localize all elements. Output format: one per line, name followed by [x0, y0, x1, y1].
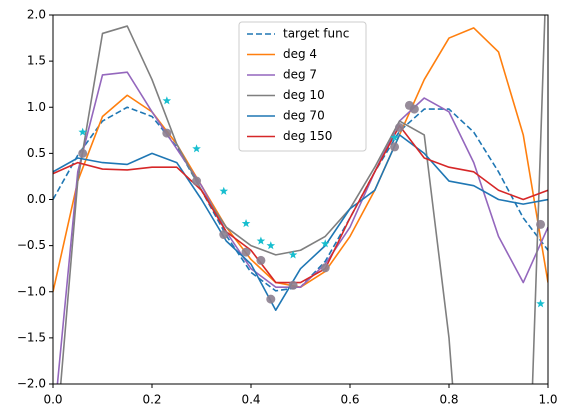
scatter-star: [266, 241, 276, 250]
y-tick-label: 1.5: [27, 54, 46, 68]
scatter-point: [266, 294, 276, 304]
x-tick-label: 0.2: [142, 393, 161, 407]
scatter-star: [241, 218, 251, 228]
series-line: [59, 15, 546, 384]
series-line: [53, 134, 548, 311]
scatter-point: [395, 123, 404, 133]
scatter-point: [390, 142, 400, 152]
scatter-point: [241, 247, 251, 257]
scatter-star: [320, 239, 330, 248]
legend-label: deg 70: [283, 109, 325, 123]
scatter-star: [162, 96, 172, 105]
x-tick-label: 0.0: [43, 393, 62, 407]
x-tick-label: 0.8: [439, 393, 458, 407]
scatter-star: [256, 236, 266, 245]
y-tick-label: 0.5: [27, 146, 46, 160]
scatter-star: [288, 250, 298, 259]
legend-label: target func: [283, 27, 349, 41]
scatter-point: [78, 148, 88, 158]
series-line: [53, 124, 548, 284]
x-tick-label: 0.6: [340, 393, 359, 407]
scatter-point: [256, 255, 266, 265]
y-tick-label: 0.0: [27, 192, 46, 206]
scatter-point: [288, 280, 298, 290]
scatter-point: [162, 128, 172, 138]
legend-label: deg 7: [283, 68, 317, 82]
scatter-star: [390, 133, 399, 142]
y-tick-label: −0.5: [17, 238, 46, 252]
scatter-point: [536, 219, 546, 229]
x-tick-label: 0.4: [241, 393, 260, 407]
plot-area: [53, 15, 548, 384]
legend-label: deg 4: [283, 47, 317, 61]
y-tick-label: 1.0: [27, 100, 46, 114]
y-tick-label: −1.5: [17, 330, 46, 344]
y-tick-label: −2.0: [17, 377, 46, 391]
scatter-star: [192, 144, 201, 153]
y-tick-label: −1.0: [17, 284, 46, 298]
y-tick-label: 2.0: [27, 8, 46, 22]
legend-label: deg 10: [283, 88, 325, 102]
scatter-star: [78, 127, 87, 136]
scatter-point: [320, 263, 330, 273]
scatter-point: [219, 230, 229, 240]
x-tick-label: 1.0: [538, 393, 557, 407]
series-line: [56, 71, 548, 384]
scatter-point: [409, 104, 419, 114]
scatter-star: [219, 186, 229, 195]
scatter-star: [536, 299, 545, 308]
scatter-point: [192, 176, 202, 186]
legend-label: deg 150: [283, 129, 332, 143]
